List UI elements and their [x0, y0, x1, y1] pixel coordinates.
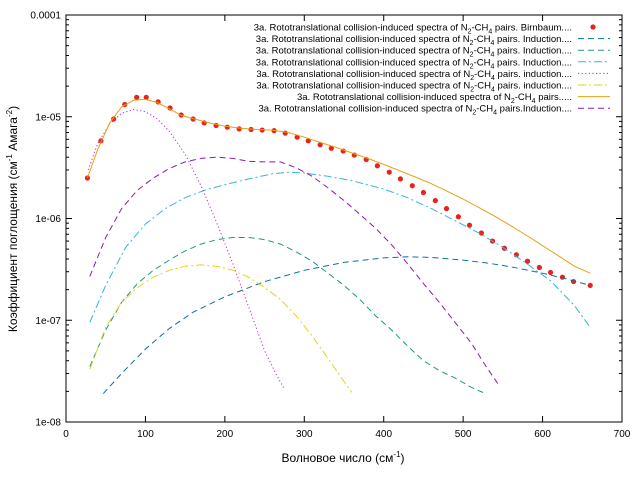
series-3 [89, 237, 484, 393]
legend-label: 3a. Rototranslational collision-induced … [256, 46, 572, 59]
data-point [547, 269, 554, 276]
legend-label: 3a. Rototranslational collision-induced … [256, 57, 572, 70]
data-point [559, 274, 566, 280]
x-tick-label: 600 [534, 429, 551, 440]
data-point [143, 94, 149, 100]
series-line [89, 264, 353, 393]
data-point [455, 214, 461, 220]
y-tick-label: 1e-07 [35, 316, 61, 327]
y-axis-label: Коэффициент поглощения (см-1 Амага-2) [5, 106, 20, 332]
series-2 [102, 256, 591, 394]
data-point [236, 126, 242, 132]
series-line [89, 156, 500, 386]
legend: 3a. Rototranslational collision-induced … [254, 23, 610, 117]
series-layer [84, 94, 593, 394]
y-tick-label: 1e-06 [35, 214, 61, 225]
legend-label: 3a. Rototranslational collision-induced … [256, 69, 572, 82]
series-line [89, 237, 484, 393]
data-point [317, 142, 323, 148]
data-point [111, 116, 117, 122]
data-point [328, 145, 334, 151]
data-point [397, 176, 403, 182]
legend-label: 3a. Rototranslational collision-induced … [258, 104, 572, 117]
x-tick-label: 300 [296, 429, 313, 440]
series-line [102, 256, 591, 394]
data-point [167, 105, 173, 111]
data-point [374, 163, 380, 169]
data-point [443, 206, 450, 212]
series-line [89, 171, 591, 328]
y-tick-label: 1e-05 [35, 112, 61, 123]
x-tick-label: 700 [614, 429, 631, 440]
legend-marker [590, 24, 596, 30]
axes: 0 100 200 300 400 500 600 700 1e-08 1e-07 1e-06 1e-… [30, 11, 630, 441]
x-tick-label: 0 [63, 429, 69, 440]
x-tick-label: 400 [375, 429, 392, 440]
y-tick-label: 1e-08 [35, 418, 61, 429]
data-point [466, 222, 473, 228]
series-4 [89, 171, 591, 328]
data-point [420, 189, 427, 196]
data-point [305, 138, 311, 144]
data-point [432, 197, 438, 204]
y-tick-label: 0.0001 [30, 11, 61, 22]
x-axis-label: Волновое число (см-1) [281, 450, 404, 465]
data-point [409, 183, 415, 189]
data-point [478, 230, 485, 236]
legend-label: 3a. Rototranslational collision-induced … [256, 81, 572, 94]
x-tick-label: 500 [455, 429, 472, 440]
x-tick-label: 100 [137, 429, 154, 440]
series-7 [86, 98, 591, 274]
series-6 [89, 264, 353, 393]
data-point [587, 282, 593, 289]
x-tick-label: 200 [217, 429, 234, 440]
data-point [134, 94, 140, 100]
data-point [536, 264, 542, 271]
data-point [386, 169, 392, 175]
series-line [86, 98, 591, 274]
legend-label: 3a. Rototranslational collision-induced … [254, 23, 572, 36]
legend-label: 3a. Rototranslational collision-induced … [297, 92, 572, 105]
legend-label: 3a. Rototranslational collision-induced … [256, 34, 572, 47]
series-8 [89, 156, 500, 386]
data-point [524, 258, 531, 264]
